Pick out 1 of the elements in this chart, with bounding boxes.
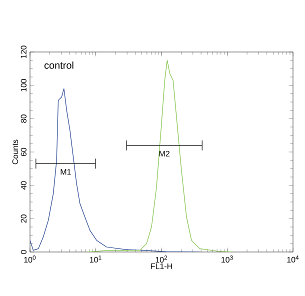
annotation: control (44, 62, 74, 69)
